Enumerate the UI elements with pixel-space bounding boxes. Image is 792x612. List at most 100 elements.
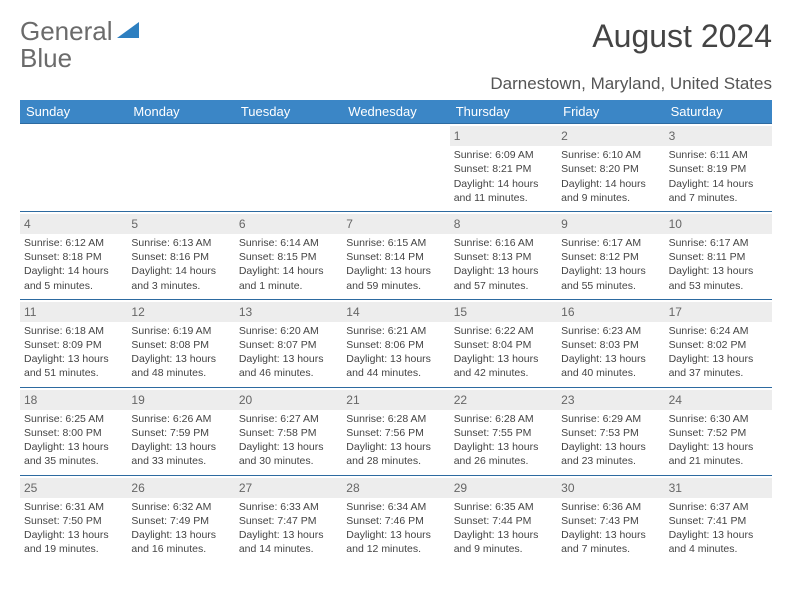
sunrise-text: Sunrise: 6:35 AM bbox=[454, 500, 553, 514]
day-cell: 15Sunrise: 6:22 AMSunset: 8:04 PMDayligh… bbox=[450, 300, 557, 387]
daylight-text: Daylight: 13 hours and 7 minutes. bbox=[561, 528, 660, 556]
day-cell: 17Sunrise: 6:24 AMSunset: 8:02 PMDayligh… bbox=[665, 300, 772, 387]
sunrise-text: Sunrise: 6:34 AM bbox=[346, 500, 445, 514]
daylight-text: Daylight: 13 hours and 26 minutes. bbox=[454, 440, 553, 468]
sunset-text: Sunset: 7:58 PM bbox=[239, 426, 338, 440]
day-cell bbox=[20, 124, 127, 211]
sunset-text: Sunset: 8:09 PM bbox=[24, 338, 123, 352]
day-number: 20 bbox=[235, 390, 342, 410]
dayhead-tuesday: Tuesday bbox=[235, 100, 342, 123]
daylight-text: Daylight: 14 hours and 9 minutes. bbox=[561, 177, 660, 205]
day-number: 30 bbox=[557, 478, 664, 498]
sunrise-text: Sunrise: 6:16 AM bbox=[454, 236, 553, 250]
daylight-text: Daylight: 14 hours and 11 minutes. bbox=[454, 177, 553, 205]
dayhead-sunday: Sunday bbox=[20, 100, 127, 123]
week-row: 11Sunrise: 6:18 AMSunset: 8:09 PMDayligh… bbox=[20, 299, 772, 387]
dayhead-monday: Monday bbox=[127, 100, 234, 123]
day-cell bbox=[127, 124, 234, 211]
logo-triangle-icon bbox=[117, 20, 139, 40]
daylight-text: Daylight: 13 hours and 35 minutes. bbox=[24, 440, 123, 468]
sunrise-text: Sunrise: 6:24 AM bbox=[669, 324, 768, 338]
day-number: 7 bbox=[342, 214, 449, 234]
sunset-text: Sunset: 8:16 PM bbox=[131, 250, 230, 264]
sunrise-text: Sunrise: 6:28 AM bbox=[454, 412, 553, 426]
logo-word1: General bbox=[20, 16, 113, 46]
sunset-text: Sunset: 7:46 PM bbox=[346, 514, 445, 528]
sunset-text: Sunset: 8:12 PM bbox=[561, 250, 660, 264]
sunset-text: Sunset: 7:50 PM bbox=[24, 514, 123, 528]
daylight-text: Daylight: 13 hours and 4 minutes. bbox=[669, 528, 768, 556]
sunset-text: Sunset: 7:52 PM bbox=[669, 426, 768, 440]
day-cell bbox=[235, 124, 342, 211]
sunrise-text: Sunrise: 6:17 AM bbox=[561, 236, 660, 250]
day-number: 14 bbox=[342, 302, 449, 322]
page-title: August 2024 bbox=[592, 18, 772, 55]
day-cell: 29Sunrise: 6:35 AMSunset: 7:44 PMDayligh… bbox=[450, 476, 557, 563]
day-number: 28 bbox=[342, 478, 449, 498]
sunset-text: Sunset: 8:20 PM bbox=[561, 162, 660, 176]
day-cell: 8Sunrise: 6:16 AMSunset: 8:13 PMDaylight… bbox=[450, 212, 557, 299]
sunset-text: Sunset: 8:14 PM bbox=[346, 250, 445, 264]
day-number: 9 bbox=[557, 214, 664, 234]
daylight-text: Daylight: 13 hours and 30 minutes. bbox=[239, 440, 338, 468]
sunset-text: Sunset: 8:03 PM bbox=[561, 338, 660, 352]
sunset-text: Sunset: 8:11 PM bbox=[669, 250, 768, 264]
sunrise-text: Sunrise: 6:33 AM bbox=[239, 500, 338, 514]
sunrise-text: Sunrise: 6:20 AM bbox=[239, 324, 338, 338]
sunrise-text: Sunrise: 6:37 AM bbox=[669, 500, 768, 514]
sunset-text: Sunset: 8:15 PM bbox=[239, 250, 338, 264]
daylight-text: Daylight: 14 hours and 1 minute. bbox=[239, 264, 338, 292]
sunrise-text: Sunrise: 6:18 AM bbox=[24, 324, 123, 338]
daylight-text: Daylight: 13 hours and 40 minutes. bbox=[561, 352, 660, 380]
day-number: 18 bbox=[20, 390, 127, 410]
sunset-text: Sunset: 7:44 PM bbox=[454, 514, 553, 528]
sunset-text: Sunset: 8:18 PM bbox=[24, 250, 123, 264]
sunset-text: Sunset: 7:56 PM bbox=[346, 426, 445, 440]
daylight-text: Daylight: 13 hours and 9 minutes. bbox=[454, 528, 553, 556]
calendar: SundayMondayTuesdayWednesdayThursdayFrid… bbox=[20, 100, 772, 562]
week-row: 4Sunrise: 6:12 AMSunset: 8:18 PMDaylight… bbox=[20, 211, 772, 299]
sunrise-text: Sunrise: 6:11 AM bbox=[669, 148, 768, 162]
daylight-text: Daylight: 13 hours and 53 minutes. bbox=[669, 264, 768, 292]
daylight-text: Daylight: 13 hours and 42 minutes. bbox=[454, 352, 553, 380]
day-number: 26 bbox=[127, 478, 234, 498]
day-cell: 6Sunrise: 6:14 AMSunset: 8:15 PMDaylight… bbox=[235, 212, 342, 299]
day-number bbox=[127, 126, 234, 130]
sunset-text: Sunset: 8:08 PM bbox=[131, 338, 230, 352]
dayhead-friday: Friday bbox=[557, 100, 664, 123]
day-number: 12 bbox=[127, 302, 234, 322]
sunset-text: Sunset: 7:59 PM bbox=[131, 426, 230, 440]
daylight-text: Daylight: 13 hours and 51 minutes. bbox=[24, 352, 123, 380]
sunset-text: Sunset: 7:49 PM bbox=[131, 514, 230, 528]
sunrise-text: Sunrise: 6:32 AM bbox=[131, 500, 230, 514]
daylight-text: Daylight: 13 hours and 55 minutes. bbox=[561, 264, 660, 292]
day-number bbox=[342, 126, 449, 130]
sunset-text: Sunset: 7:41 PM bbox=[669, 514, 768, 528]
day-number: 1 bbox=[450, 126, 557, 146]
sunrise-text: Sunrise: 6:28 AM bbox=[346, 412, 445, 426]
week-row: 18Sunrise: 6:25 AMSunset: 8:00 PMDayligh… bbox=[20, 387, 772, 475]
day-number: 2 bbox=[557, 126, 664, 146]
sunset-text: Sunset: 8:04 PM bbox=[454, 338, 553, 352]
day-cell: 7Sunrise: 6:15 AMSunset: 8:14 PMDaylight… bbox=[342, 212, 449, 299]
day-cell: 22Sunrise: 6:28 AMSunset: 7:55 PMDayligh… bbox=[450, 388, 557, 475]
day-cell: 14Sunrise: 6:21 AMSunset: 8:06 PMDayligh… bbox=[342, 300, 449, 387]
day-cell: 18Sunrise: 6:25 AMSunset: 8:00 PMDayligh… bbox=[20, 388, 127, 475]
day-cell: 21Sunrise: 6:28 AMSunset: 7:56 PMDayligh… bbox=[342, 388, 449, 475]
day-number: 19 bbox=[127, 390, 234, 410]
day-cell: 31Sunrise: 6:37 AMSunset: 7:41 PMDayligh… bbox=[665, 476, 772, 563]
sunset-text: Sunset: 7:53 PM bbox=[561, 426, 660, 440]
day-cell: 26Sunrise: 6:32 AMSunset: 7:49 PMDayligh… bbox=[127, 476, 234, 563]
day-cell: 28Sunrise: 6:34 AMSunset: 7:46 PMDayligh… bbox=[342, 476, 449, 563]
day-cell: 16Sunrise: 6:23 AMSunset: 8:03 PMDayligh… bbox=[557, 300, 664, 387]
sunrise-text: Sunrise: 6:10 AM bbox=[561, 148, 660, 162]
logo: General Blue bbox=[20, 18, 139, 72]
day-number bbox=[235, 126, 342, 130]
day-number: 5 bbox=[127, 214, 234, 234]
day-number: 23 bbox=[557, 390, 664, 410]
sunrise-text: Sunrise: 6:25 AM bbox=[24, 412, 123, 426]
sunrise-text: Sunrise: 6:36 AM bbox=[561, 500, 660, 514]
dayhead-saturday: Saturday bbox=[665, 100, 772, 123]
daylight-text: Daylight: 14 hours and 5 minutes. bbox=[24, 264, 123, 292]
day-number: 25 bbox=[20, 478, 127, 498]
